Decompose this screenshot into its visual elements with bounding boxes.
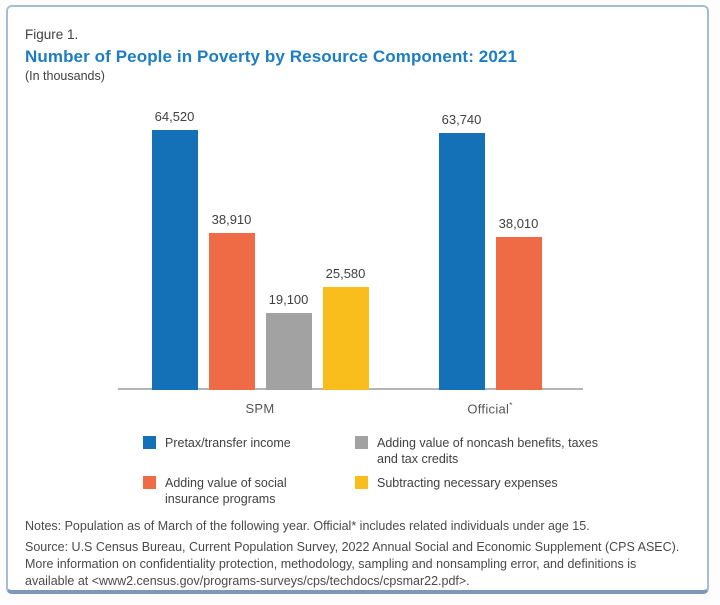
bar-value-label: 38,010 — [498, 216, 539, 232]
legend-label: Subtracting necessary expenses — [377, 476, 558, 491]
figure-card: Figure 1. Number of People in Poverty by… — [6, 5, 709, 594]
legend-item-pretax-transfer: Pretax/transfer income — [143, 435, 355, 467]
legend-item-adding-value: Adding value of social insurance program… — [143, 475, 355, 507]
figure-label: Figure 1. — [25, 27, 79, 42]
bar-value-label: 19,100 — [268, 292, 309, 308]
category-label-spm: SPM — [245, 401, 275, 417]
bar-spm-subtracting-necessary — [322, 287, 369, 391]
legend-swatch-icon — [143, 436, 156, 450]
legend-label: Pretax/transfer income — [165, 436, 291, 451]
figure-title: Number of People in Poverty by Resource … — [25, 47, 517, 67]
figure-notes: Notes: Population as of March of the fol… — [25, 518, 685, 590]
legend-label: Adding value of noncash benefits, taxes … — [377, 436, 598, 467]
bar-chart: 64,520 38,910 19,100 25,580 SPM 63,740 38,010 O… — [8, 84, 707, 417]
figure-header: Figure 1. Number of People in Poverty by… — [8, 7, 707, 84]
legend-swatch-icon — [355, 436, 368, 450]
legend-swatch-icon — [355, 476, 368, 490]
bar-value-label: 63,740 — [441, 112, 482, 128]
bar-official-pretax-transfer — [438, 133, 485, 391]
bar-value-label: 38,910 — [211, 212, 252, 228]
legend-swatch-icon — [143, 476, 156, 490]
figure-subtitle: (In thousands) — [25, 69, 105, 84]
source-text: Source: U.S Census Bureau, Current Popul… — [25, 540, 680, 589]
bar-spm-adding-value — [208, 233, 255, 391]
bar-value-label: 64,520 — [154, 109, 195, 125]
bar-spm-pretax-transfer — [151, 130, 198, 391]
category-label-official: Official* — [467, 401, 513, 417]
bar-official-adding-value — [495, 237, 542, 391]
notes-text: Notes: Population as of March of the fol… — [25, 519, 590, 534]
chart-legend: Pretax/transfer income Adding value of no… — [143, 435, 707, 507]
legend-label: Adding value of social insurance program… — [165, 476, 287, 507]
bar-value-label: 25,580 — [325, 266, 366, 282]
legend-item-subtracting-necessary: Subtracting necessary expenses — [355, 475, 707, 507]
legend-item-adding-value: Adding value of noncash benefits, taxes … — [355, 435, 707, 467]
bar-spm-adding-value — [265, 313, 312, 391]
